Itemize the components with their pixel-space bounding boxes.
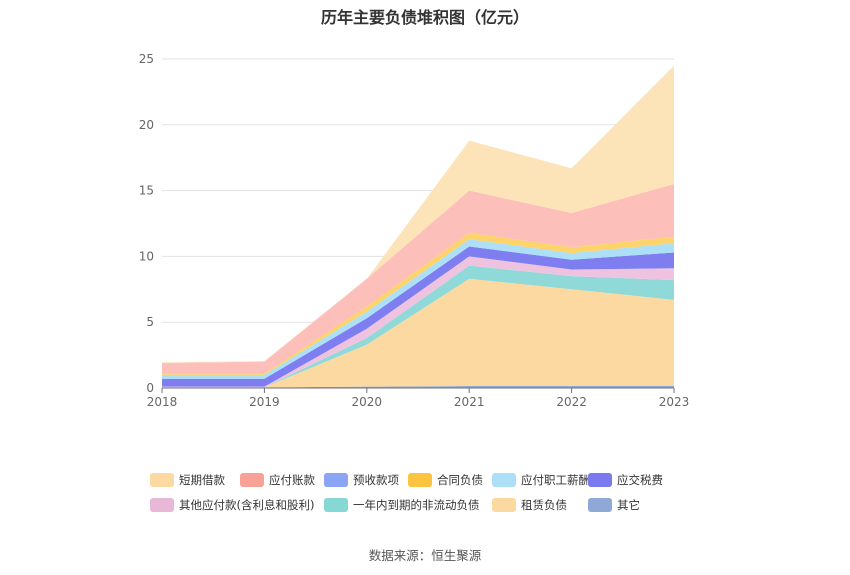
legend-item[interactable]: 应付职工薪酬 (492, 472, 590, 488)
x-tick-label: 2021 (454, 395, 485, 409)
legend-item[interactable]: 其它 (588, 497, 678, 513)
legend-item[interactable]: 租赁负债 (492, 497, 588, 513)
legend-label: 租赁负债 (521, 498, 567, 512)
legend-item[interactable]: 其他应付款(含利息和股利) (150, 497, 324, 513)
stacked-area-chart: 0 5 10 15 20 25 2018 2019 2020 2021 2022 2023 (139, 52, 690, 409)
x-tick-label: 2020 (352, 395, 383, 409)
axes: 0 5 10 15 20 25 2018 2019 2020 2021 2022 2023 (139, 52, 690, 409)
legend-swatch (324, 473, 348, 487)
legend-item[interactable]: 应交税费 (588, 472, 678, 488)
legend-item[interactable]: 预收款项 (324, 472, 408, 488)
legend-swatch (324, 498, 348, 512)
y-tick-label: 20 (139, 118, 154, 132)
data-source: 数据来源：恒生聚源 (368, 548, 482, 563)
legend-label: 应付职工薪酬 (521, 473, 590, 487)
y-tick-label: 25 (139, 52, 154, 66)
legend-swatch (588, 473, 612, 487)
legend-item[interactable]: 一年内到期的非流动负债 (324, 497, 492, 513)
area-合同负债 (162, 232, 674, 375)
area-短期借款 (162, 65, 674, 363)
legend-item[interactable]: 合同负债 (408, 472, 492, 488)
y-tick-label: 10 (139, 249, 154, 263)
legend-label: 其他应付款(含利息和股利) (179, 498, 315, 512)
chart-title: 历年主要负债堆积图（亿元） (320, 8, 529, 27)
legend-swatch (492, 473, 516, 487)
area-应付职工薪酬 (162, 239, 674, 379)
area-series (162, 65, 674, 388)
x-tick-label: 2019 (249, 395, 280, 409)
area-其他应付款(含利息和股利) (162, 256, 674, 388)
legend-swatch (150, 473, 174, 487)
legend-swatch (150, 498, 174, 512)
legend-label: 应交税费 (617, 473, 663, 487)
legend: 短期借款 应付账款 预收款项 合同负债 应付职工薪酬 应交税费其他应付款(含利息和股利) 一… (150, 472, 710, 513)
x-tick-label: 2023 (659, 395, 690, 409)
legend-label: 应付账款 (269, 473, 315, 487)
legend-swatch (588, 498, 612, 512)
legend-swatch (408, 473, 432, 487)
legend-label: 短期借款 (179, 473, 225, 487)
y-tick-label: 5 (146, 315, 154, 329)
area-应交税费 (162, 246, 674, 387)
legend-item[interactable]: 短期借款 (150, 472, 240, 488)
legend-swatch (492, 498, 516, 512)
x-tick-label: 2018 (147, 395, 178, 409)
x-tick-label: 2022 (556, 395, 587, 409)
legend-label: 一年内到期的非流动负债 (353, 498, 480, 512)
legend-label: 其它 (617, 498, 640, 512)
legend-label: 合同负债 (437, 473, 483, 487)
legend-label: 预收款项 (353, 473, 399, 487)
y-tick-label: 0 (146, 381, 154, 395)
y-tick-label: 15 (139, 184, 154, 198)
area-租赁负债 (162, 278, 674, 388)
legend-item[interactable]: 应付账款 (240, 472, 324, 488)
legend-swatch (240, 473, 264, 487)
area-应付账款 (162, 184, 674, 374)
